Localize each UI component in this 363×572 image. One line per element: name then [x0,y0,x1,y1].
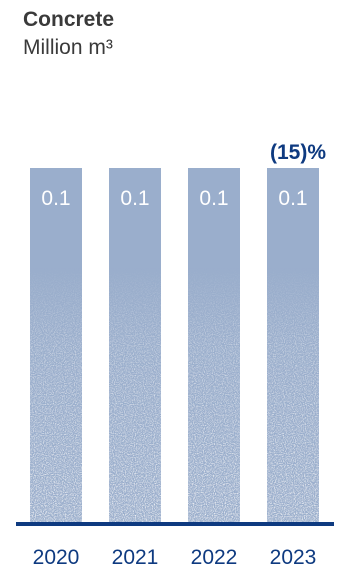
x-tick-label-2020: 2020 [33,546,80,569]
bar-texture-2022 [188,168,240,522]
change-annotation: (15)% [270,141,326,164]
chart-title: Concrete [23,8,115,31]
x-tick-label-2023: 2023 [270,546,317,569]
bar-texture-2021 [109,168,161,522]
value-label-2022: 0.1 [199,187,228,210]
x-tick-label-2022: 2022 [191,546,238,569]
chart-subtitle: Million m³ [23,36,113,59]
value-label-2021: 0.1 [120,187,149,210]
value-label-2023: 0.1 [278,187,307,210]
value-label-2020: 0.1 [41,187,70,210]
x-tick-label-2021: 2021 [112,546,159,569]
bar-texture-2020 [30,168,82,522]
bar-texture-2023 [267,168,319,522]
